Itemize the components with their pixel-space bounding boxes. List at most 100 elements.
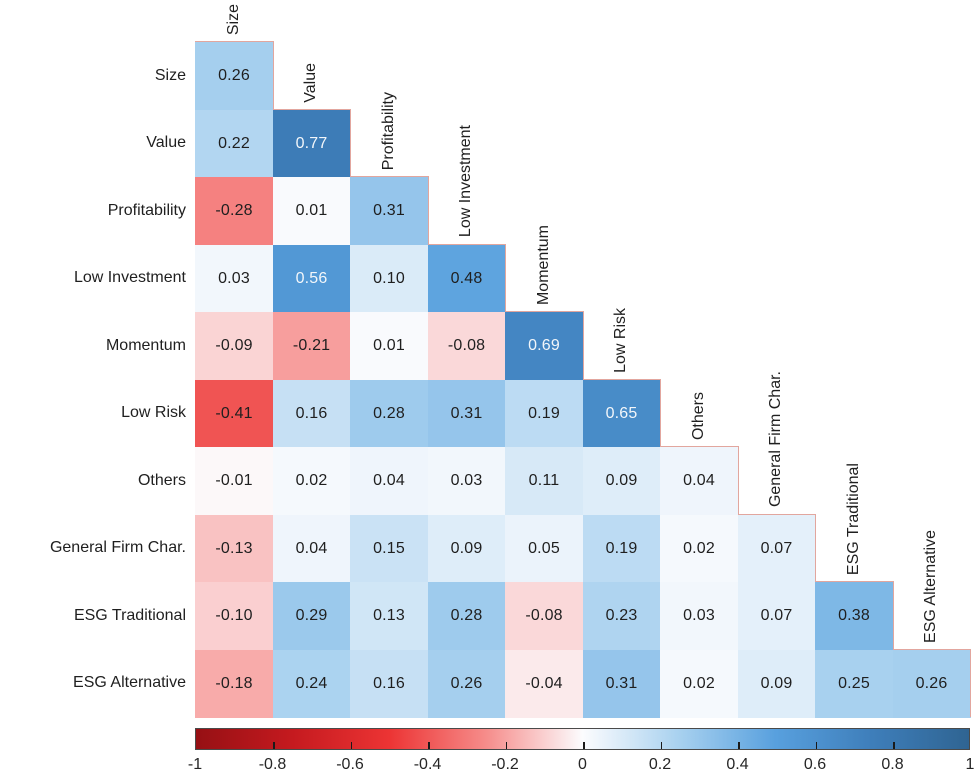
- diagonal-step-line: [660, 378, 661, 447]
- colorbar-tick-label: 0.2: [648, 756, 672, 773]
- row-label: Momentum: [105, 336, 186, 354]
- heatmap-cell: -0.01: [195, 447, 274, 516]
- heatmap-cell: 0.02: [272, 447, 351, 516]
- heatmap-cell: 0.28: [350, 379, 429, 448]
- column-label: ESG Traditional: [844, 462, 862, 575]
- heatmap-cell: -0.08: [505, 582, 584, 651]
- heatmap-cell: 0.11: [505, 447, 584, 516]
- heatmap-cell: 0.04: [350, 447, 429, 516]
- diagonal-step-line: [970, 648, 971, 717]
- column-label: General Firm Char.: [767, 371, 785, 508]
- diagonal-step-line: [427, 176, 429, 245]
- diagonal-step-line: [350, 176, 429, 177]
- heatmap-cell: 0.05: [505, 514, 584, 583]
- diagonal-step-line: [505, 311, 584, 312]
- heatmap-cell: 0.03: [427, 447, 506, 516]
- heatmap-cell: 0.22: [195, 109, 274, 178]
- heatmap-cell: -0.08: [427, 312, 506, 381]
- heatmap-cell: 0.28: [427, 582, 506, 651]
- heatmap-cell: 0.07: [737, 582, 816, 651]
- heatmap-cell: -0.09: [195, 312, 274, 381]
- diagonal-step-line: [350, 108, 351, 177]
- colorbar-tick: [428, 742, 430, 749]
- heatmap-cell: 0.10: [350, 244, 429, 313]
- row-label: Others: [137, 471, 186, 489]
- heatmap-cell: 0.04: [660, 447, 739, 516]
- heatmap-cell: 0.09: [427, 514, 506, 583]
- diagonal-step-line: [505, 243, 506, 312]
- colorbar-tick: [350, 742, 352, 749]
- heatmap-cell: 0.03: [195, 244, 274, 313]
- heatmap-cell: 0.56: [272, 244, 351, 313]
- heatmap-cell: 0.26: [195, 42, 274, 111]
- heatmap-cell: 0.29: [272, 582, 351, 651]
- diagonal-step-line: [892, 648, 971, 650]
- row-label: Low Investment: [73, 269, 186, 287]
- column-label: Momentum: [534, 224, 552, 305]
- row-label: ESG Alternative: [73, 674, 186, 692]
- diagonal-step-line: [272, 41, 274, 110]
- heatmap-cell: 0.25: [815, 649, 894, 718]
- heatmap-cell: 0.38: [815, 582, 894, 651]
- heatmap-cell: 0.01: [272, 177, 351, 246]
- diagonal-step-line: [737, 446, 739, 515]
- heatmap-cell: 0.69: [505, 312, 584, 381]
- row-label: Low Risk: [121, 404, 186, 422]
- colorbar-tick: [660, 742, 662, 749]
- diagonal-step-line: [892, 581, 894, 650]
- diagonal-step-line: [815, 513, 816, 582]
- colorbar-tick-label: -0.8: [258, 756, 287, 773]
- heatmap-cell: 0.31: [427, 379, 506, 448]
- heatmap-cell: 0.15: [350, 514, 429, 583]
- diagonal-step-line: [272, 108, 351, 110]
- colorbar-tick-label: -1: [187, 756, 203, 773]
- colorbar-tick: [893, 742, 895, 749]
- heatmap-cell: 0.03: [660, 582, 739, 651]
- heatmap-cell: -0.13: [195, 514, 274, 583]
- heatmap-cell: 0.19: [582, 514, 661, 583]
- heatmap-cell: 0.65: [582, 379, 661, 448]
- heatmap-cell: 0.09: [737, 649, 816, 718]
- colorbar-tick: [815, 742, 817, 749]
- column-label: ESG Alternative: [922, 529, 940, 643]
- heatmap-cell: 0.26: [892, 649, 971, 718]
- colorbar-tick-label: 0.4: [726, 756, 749, 773]
- colorbar-tick: [505, 742, 507, 749]
- heatmap-cell: 0.77: [272, 109, 351, 178]
- heatmap-cell: 0.01: [350, 312, 429, 381]
- heatmap-cell: 0.23: [582, 582, 661, 651]
- colorbar-tick-label: 0: [578, 756, 587, 773]
- heatmap-cell: 0.24: [272, 649, 351, 718]
- heatmap-cell: 0.02: [660, 649, 739, 718]
- diagonal-step-line: [737, 513, 816, 515]
- heatmap-cell: 0.02: [660, 514, 739, 583]
- colorbar: [195, 728, 970, 750]
- column-label: Value: [302, 62, 320, 103]
- column-label: Others: [689, 391, 707, 440]
- heatmap-cell: 0.09: [582, 447, 661, 516]
- colorbar-tick-label: -0.2: [491, 756, 519, 773]
- diagonal-step-line: [582, 378, 661, 380]
- column-label: Profitability: [379, 91, 397, 170]
- heatmap-cell: 0.48: [427, 244, 506, 313]
- heatmap-cell: 0.26: [427, 649, 506, 718]
- colorbar-tick-label: 1: [965, 756, 975, 773]
- diagonal-step-line: [660, 446, 739, 447]
- heatmap-cell: 0.07: [737, 514, 816, 583]
- column-label: Low Investment: [457, 125, 475, 238]
- colorbar-tick: [738, 742, 740, 749]
- colorbar-tick-label: -0.6: [336, 756, 364, 773]
- diagonal-step-line: [582, 311, 584, 380]
- heatmap-cell: 0.31: [582, 649, 661, 718]
- heatmap-cell: 0.13: [350, 582, 429, 651]
- heatmap-cell: -0.10: [195, 582, 274, 651]
- column-label: Size: [224, 3, 242, 35]
- heatmap-cell: 0.16: [350, 649, 429, 718]
- colorbar-tick: [273, 742, 275, 749]
- heatmap-cell: -0.04: [505, 649, 584, 718]
- heatmap-cell: 0.16: [272, 379, 351, 448]
- colorbar-tick-label: -0.4: [413, 756, 442, 773]
- row-label: Value: [146, 134, 186, 152]
- heatmap-cell: 0.04: [272, 514, 351, 583]
